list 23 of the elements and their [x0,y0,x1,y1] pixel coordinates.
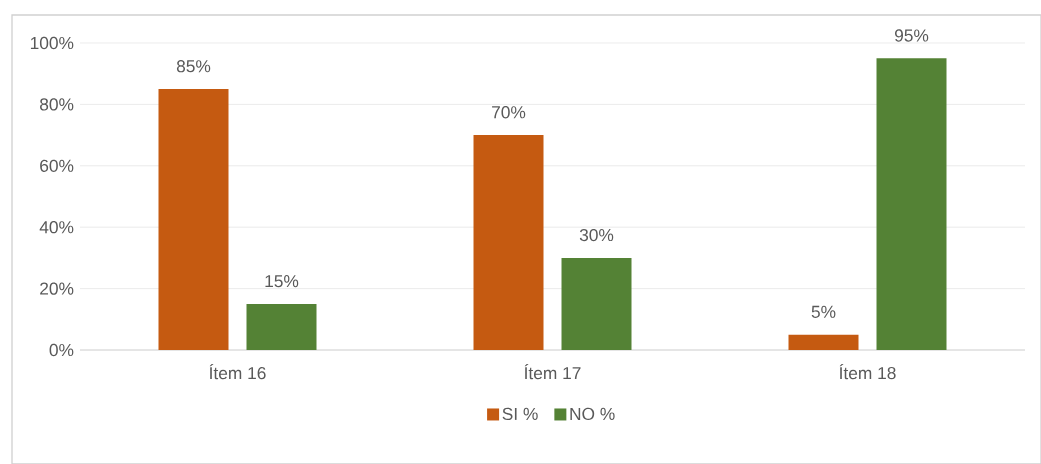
y-tick-label: 80% [40,98,74,111]
x-tick-label: Ítem 16 [209,364,266,380]
y-tick-label: 100% [30,36,74,50]
bar [876,58,947,350]
data-label: 30% [579,228,614,242]
bar [561,257,632,350]
data-label: 85% [176,60,211,73]
data-label: 5% [811,305,836,318]
bar [246,303,317,350]
y-tick-label: 60% [40,159,74,172]
data-label: 15% [265,275,299,288]
bar [158,89,229,350]
y-tick-label: 0% [49,343,74,357]
y-tick-label: 20% [40,282,74,295]
bar [473,135,544,350]
x-tick-label: Ítem 17 [524,364,581,380]
data-label: 95% [894,29,929,42]
legend-label: SI % [502,407,538,421]
x-tick-label: Ítem 18 [839,364,896,380]
legend-label: NO % [570,407,615,421]
data-label: 70% [492,106,526,119]
bar [788,334,859,350]
y-tick-label: 40% [39,221,74,234]
